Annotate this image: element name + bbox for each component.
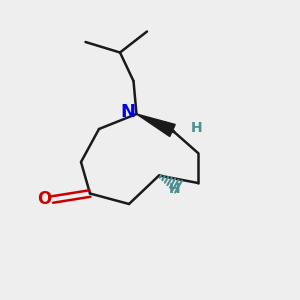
Text: H: H <box>190 122 202 135</box>
Polygon shape <box>136 114 175 136</box>
Text: H: H <box>169 182 181 196</box>
Text: O: O <box>37 190 51 208</box>
Text: N: N <box>120 103 135 121</box>
